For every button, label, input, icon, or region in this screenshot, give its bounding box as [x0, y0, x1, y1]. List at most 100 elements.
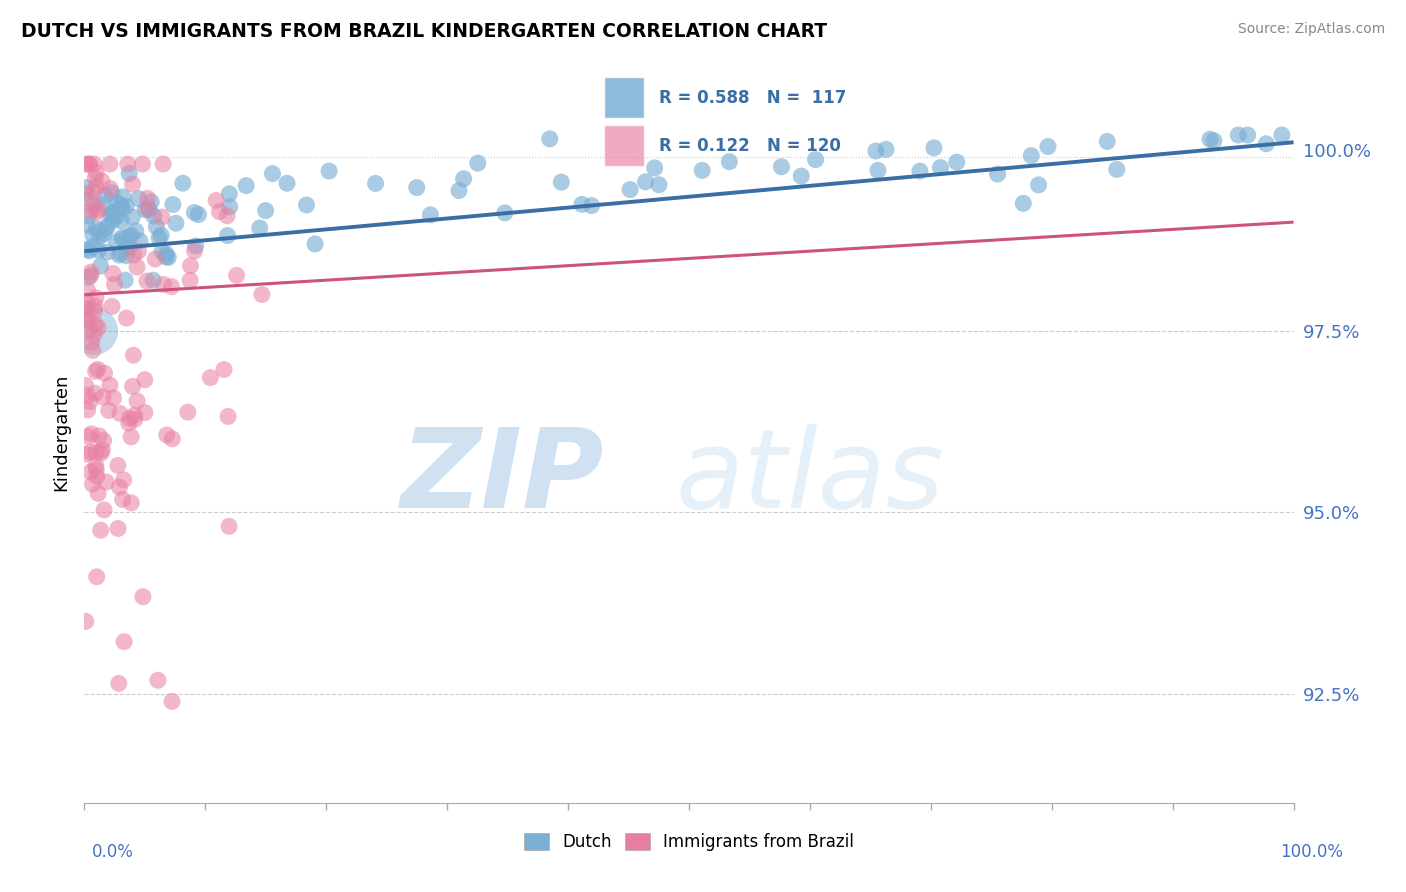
Point [217, 409, 239, 424]
Point [122, 348, 145, 362]
Point [101, 186, 124, 200]
Point [571, 197, 593, 211]
Point [112, 232, 135, 246]
Point [96, 475, 118, 490]
Point [91, 443, 114, 458]
Point [136, 191, 159, 205]
Point [1236, 128, 1258, 142]
Point [405, 180, 427, 194]
Point [581, 198, 603, 212]
Point [82, 198, 104, 212]
Text: ZIP: ZIP [401, 424, 605, 531]
Point [86, 570, 108, 584]
Point [120, 496, 142, 510]
Point [84, 386, 107, 401]
Point [200, 370, 222, 384]
Point [84, 299, 107, 313]
Point [155, 247, 177, 261]
Point [690, 163, 713, 178]
Point [172, 176, 194, 190]
Point [114, 273, 136, 287]
Point [134, 406, 156, 420]
Point [131, 157, 153, 171]
Point [79, 445, 101, 459]
Point [75, 186, 97, 201]
Point [152, 157, 174, 171]
Point [142, 209, 165, 223]
Point [276, 176, 298, 190]
Point [1271, 128, 1294, 142]
Point [108, 480, 131, 494]
Point [86, 469, 108, 483]
Point [160, 694, 183, 708]
Point [98, 157, 121, 171]
Point [115, 249, 138, 263]
Point [86, 179, 108, 194]
Point [146, 673, 169, 688]
Point [262, 167, 284, 181]
Point [866, 163, 889, 178]
Point [922, 141, 945, 155]
Point [83, 324, 105, 338]
Point [79, 193, 101, 207]
Point [118, 417, 141, 431]
Point [183, 244, 205, 258]
Point [494, 206, 516, 220]
Point [165, 216, 187, 230]
Point [1036, 139, 1059, 153]
Point [84, 364, 107, 378]
Point [86, 205, 108, 219]
Point [112, 473, 135, 487]
Point [101, 299, 124, 313]
Point [134, 202, 156, 217]
Point [453, 171, 475, 186]
Point [96, 245, 118, 260]
Point [76, 294, 98, 309]
Point [304, 236, 326, 251]
Text: atlas: atlas [675, 424, 945, 531]
Point [1105, 162, 1128, 177]
Point [987, 167, 1010, 181]
Point [447, 184, 470, 198]
Point [82, 477, 104, 491]
Point [318, 164, 340, 178]
Point [218, 519, 240, 533]
Point [91, 198, 114, 212]
Point [82, 239, 104, 253]
Point [117, 157, 139, 171]
Point [364, 177, 387, 191]
Point [790, 169, 813, 183]
Point [217, 209, 239, 223]
Point [120, 430, 142, 444]
Point [76, 242, 98, 256]
Point [115, 311, 138, 326]
Text: R = 0.588   N =  117: R = 0.588 N = 117 [659, 88, 846, 107]
Point [76, 180, 98, 194]
Point [75, 157, 97, 171]
Text: 100.0%: 100.0% [1279, 843, 1343, 861]
Point [125, 224, 148, 238]
Point [141, 194, 163, 209]
Point [80, 335, 103, 350]
Point [90, 259, 112, 273]
Point [97, 403, 120, 417]
Point [80, 268, 103, 282]
Point [110, 214, 132, 228]
Point [217, 228, 239, 243]
Point [125, 394, 148, 409]
Point [138, 202, 160, 217]
Point [111, 230, 134, 244]
Point [111, 492, 134, 507]
Point [80, 426, 103, 441]
Point [77, 323, 100, 337]
Point [86, 362, 108, 376]
Point [218, 186, 240, 201]
Point [107, 676, 129, 690]
Point [1012, 196, 1035, 211]
Point [90, 446, 112, 460]
Point [1227, 128, 1250, 142]
Text: Source: ZipAtlas.com: Source: ZipAtlas.com [1237, 22, 1385, 37]
Point [152, 277, 174, 292]
Point [83, 186, 105, 200]
Point [145, 219, 167, 234]
